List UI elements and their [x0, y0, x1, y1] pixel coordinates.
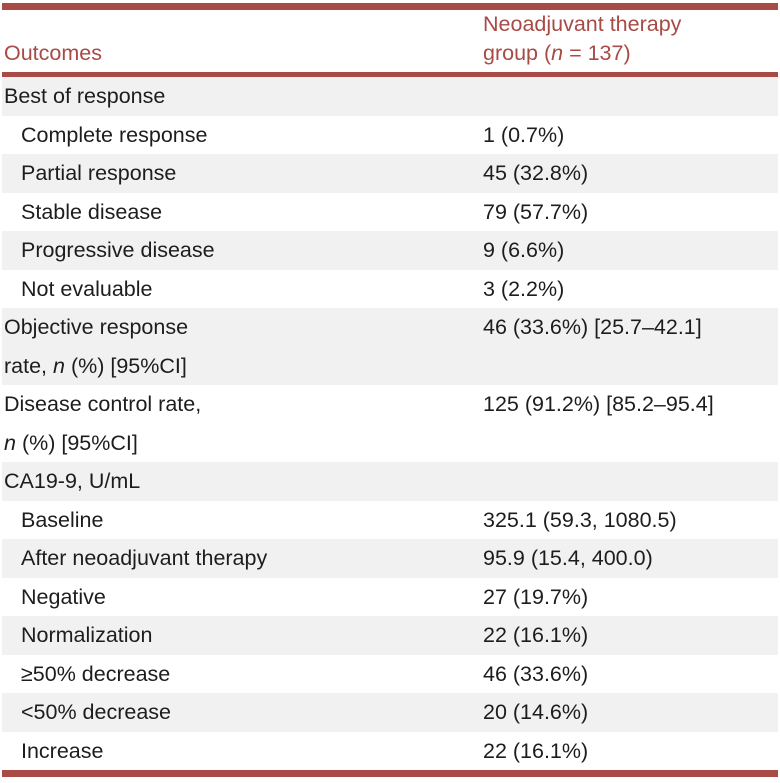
table-row: ≥50% decrease 46 (33.6%)	[2, 655, 778, 694]
table-body: Best of response Complete response 1 (0.7%…	[2, 77, 778, 770]
row-value: 46 (33.6%)	[483, 661, 589, 686]
row-label: Complete response	[4, 116, 483, 155]
header-group-label: Neoadjuvant therapy group (n = 137)	[483, 10, 778, 68]
row-value: 27 (19.7%)	[483, 584, 589, 609]
table-row: <50% decrease 20 (14.6%)	[2, 693, 778, 732]
table-row: Baseline 325.1 (59.3, 1080.5)	[2, 501, 778, 540]
text-segment: After neoadjuvant therapy	[21, 546, 268, 570]
table-row: Not evaluable 3 (2.2%)	[2, 270, 778, 309]
italic-n: n	[551, 41, 564, 65]
text-segment: Not evaluable	[21, 276, 153, 301]
row-value: 22 (16.1%)	[483, 623, 589, 647]
row-label: CA19-9, U/mL	[4, 462, 483, 501]
table-top-border	[2, 3, 778, 10]
text-segment: CA19-9, U/mL	[4, 469, 141, 493]
text-segment: = 137)	[563, 41, 631, 65]
row-value: 46 (33.6%) [25.7–42.1]	[483, 315, 702, 339]
row-value: 20 (14.6%)	[483, 700, 589, 724]
row-value: 79 (57.7%)	[483, 199, 589, 224]
outcomes-table: Outcomes Neoadjuvant therapy group (n = …	[2, 3, 778, 777]
text-segment: Stable disease	[21, 199, 163, 224]
row-label: Increase	[4, 732, 483, 771]
row-label: Partial response	[4, 154, 483, 193]
row-value: 9 (6.6%)	[483, 238, 565, 262]
table-row: Partial response 45 (32.8%)	[2, 154, 778, 193]
text-segment: <50% decrease	[21, 700, 172, 724]
text-segment: ≥50% decrease	[21, 661, 171, 686]
text-segment: Complete response	[21, 122, 208, 147]
row-value: 1 (0.7%)	[483, 122, 565, 147]
text-segment: (%) [95%CI]	[15, 430, 138, 455]
table-row: Negative 27 (19.7%)	[2, 578, 778, 617]
text-segment: Disease control rate,	[4, 392, 202, 416]
row-value: 45 (32.8%)	[483, 161, 589, 185]
table-row: Increase 22 (16.1%)	[2, 732, 778, 771]
text-segment: Normalization	[21, 623, 153, 647]
row-label: Stable disease	[4, 193, 483, 232]
table-bottom-border	[2, 770, 778, 777]
table-row: After neoadjuvant therapy 95.9 (15.4, 400…	[2, 539, 778, 578]
table-row: Normalization 22 (16.1%)	[2, 616, 778, 655]
row-value: 125 (91.2%) [85.2–95.4]	[483, 392, 714, 416]
text-segment: Increase	[21, 738, 104, 763]
text-segment: Negative	[21, 584, 106, 609]
row-value: 325.1 (59.3, 1080.5)	[483, 507, 677, 532]
table-row: Disease control rate, n (%) [95%CI] 125 (…	[2, 385, 778, 462]
text-segment: Progressive disease	[21, 238, 215, 262]
row-label: Best of response	[4, 77, 483, 116]
row-value: 3 (2.2%)	[483, 276, 565, 301]
table-row: Objective response rate, n (%) [95%CI] 46…	[2, 308, 778, 385]
row-label: After neoadjuvant therapy	[4, 539, 483, 578]
table-row: CA19-9, U/mL	[2, 462, 778, 501]
italic-n: n	[4, 430, 16, 455]
row-value: 22 (16.1%)	[483, 738, 589, 763]
text-segment: Objective response rate,	[4, 315, 189, 378]
table-row: Best of response	[2, 77, 778, 116]
row-label: Not evaluable	[4, 270, 483, 309]
table-row: Progressive disease 9 (6.6%)	[2, 231, 778, 270]
row-label: Disease control rate, n (%) [95%CI]	[4, 385, 483, 462]
header-rule	[2, 72, 778, 77]
row-label: Baseline	[4, 501, 483, 540]
row-label: Normalization	[4, 616, 483, 655]
row-label: ≥50% decrease	[4, 655, 483, 694]
table-row: Complete response 1 (0.7%)	[2, 116, 778, 155]
text-segment: (%) [95%CI]	[64, 353, 187, 378]
text-segment: Partial response	[21, 161, 177, 185]
row-label: Objective response rate, n (%) [95%CI]	[4, 308, 483, 385]
text-segment: Best of response	[4, 84, 166, 108]
table-row: Stable disease 79 (57.7%)	[2, 193, 778, 232]
text-segment: Neoadjuvant therapy group (	[483, 12, 682, 65]
header-outcomes-label: Outcomes	[4, 41, 102, 65]
table-header: Outcomes Neoadjuvant therapy group (n = …	[2, 10, 778, 72]
italic-n: n	[53, 353, 65, 378]
row-label: <50% decrease	[4, 693, 483, 732]
text-segment: Baseline	[21, 507, 104, 532]
row-value: 95.9 (15.4, 400.0)	[483, 546, 653, 570]
row-label: Negative	[4, 578, 483, 617]
row-label: Progressive disease	[4, 231, 483, 270]
